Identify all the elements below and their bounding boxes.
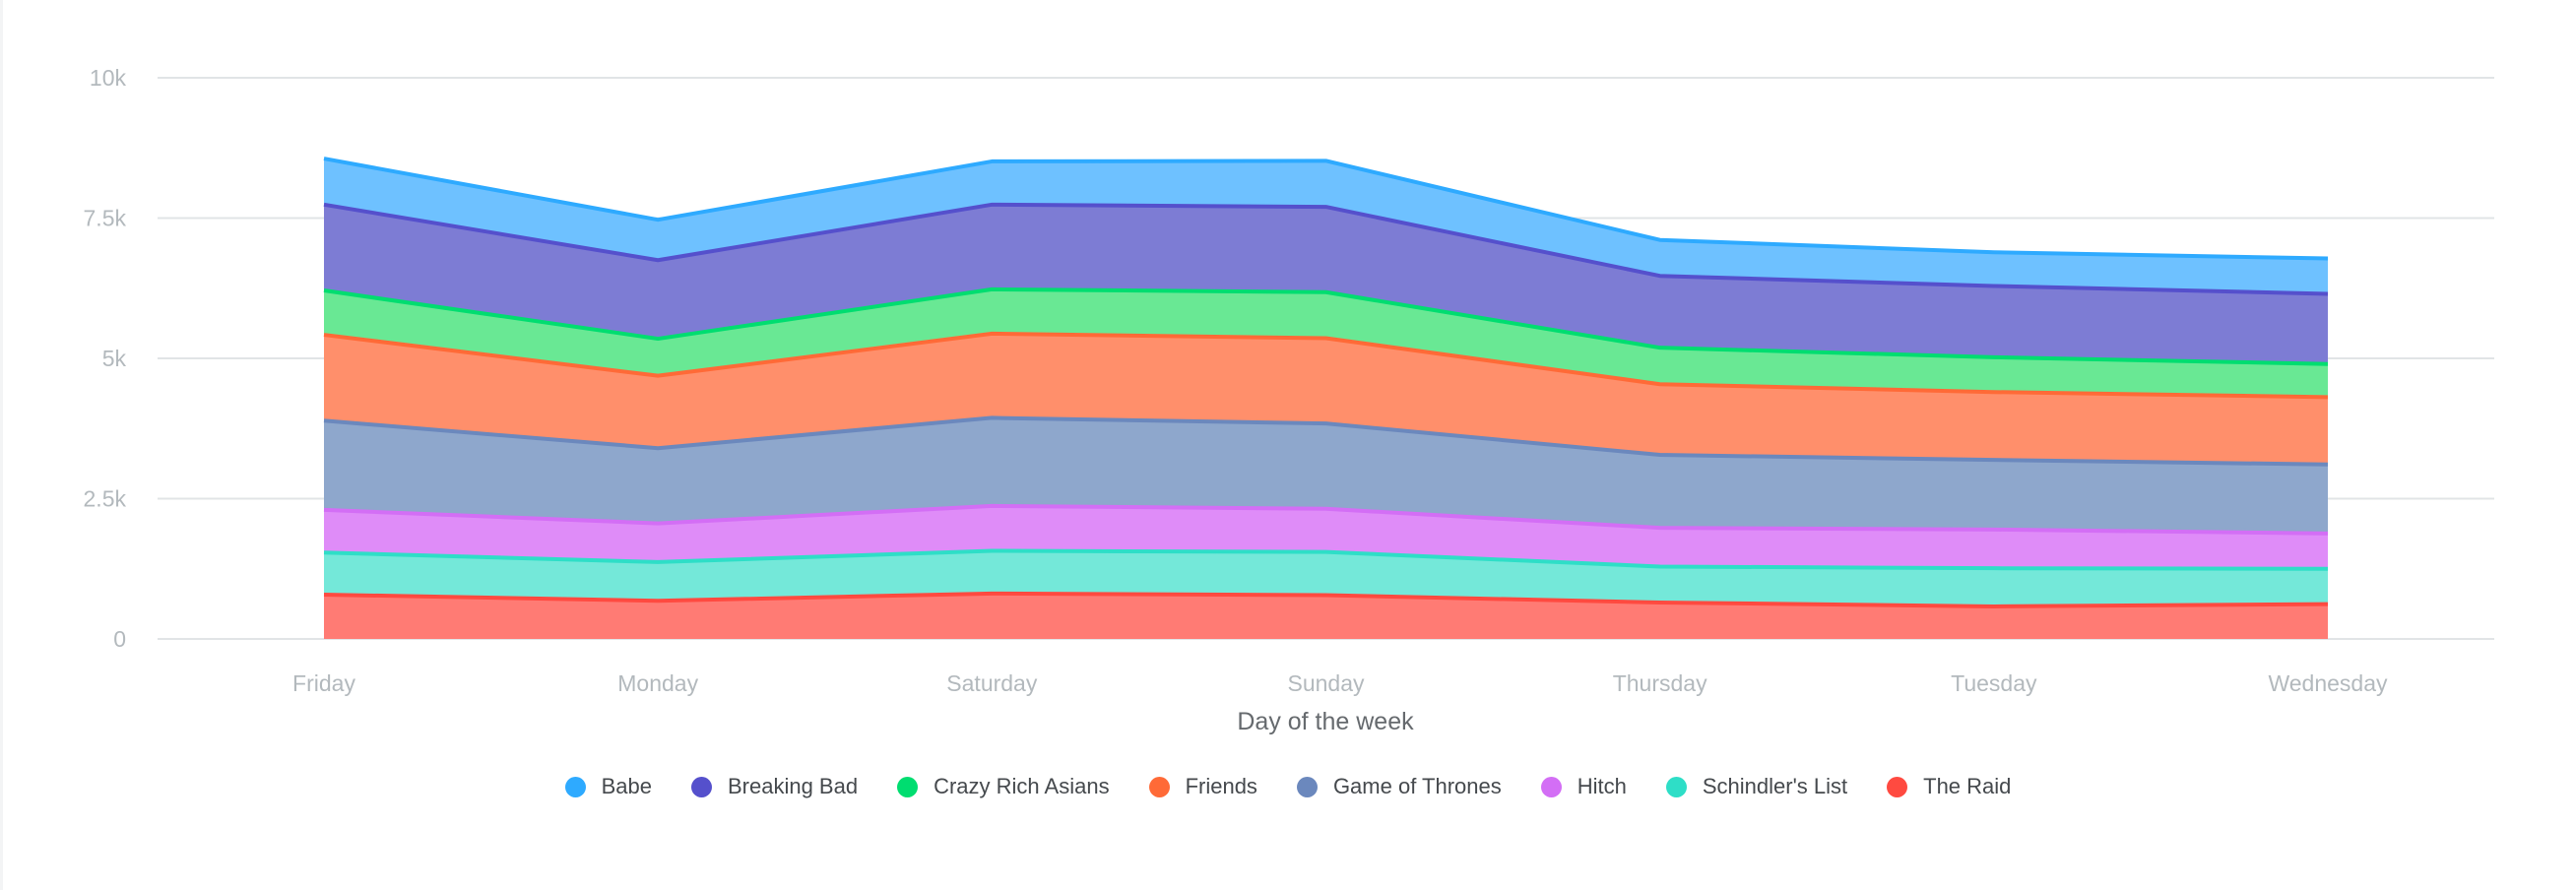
legend-label: Breaking Bad xyxy=(727,774,859,798)
x-tick-label: Wednesday xyxy=(2268,670,2388,696)
legend-dot-icon xyxy=(1148,776,1170,797)
y-tick-label: 7.5k xyxy=(84,206,127,231)
line-crazy-rich-asians xyxy=(323,286,2329,366)
legend-dot-icon xyxy=(1887,776,1908,797)
y-tick-label: 0 xyxy=(113,626,126,652)
legend-label: Schindler's List xyxy=(1702,774,1848,798)
line-schindler-s-list xyxy=(323,548,2329,571)
legend-dot-icon xyxy=(564,776,586,797)
line-breaking-bad xyxy=(323,202,2329,296)
y-tick-label: 2.5k xyxy=(84,486,127,512)
legend-label: Game of Thrones xyxy=(1332,774,1502,798)
legend-item[interactable]: Game of Thrones xyxy=(1296,774,1502,799)
legend-item[interactable]: Hitch xyxy=(1540,774,1627,799)
area-breaking-bad[interactable] xyxy=(324,204,2328,364)
legend-dot-icon xyxy=(1296,776,1318,797)
y-tick-label: 10k xyxy=(90,65,127,91)
legend-label: Babe xyxy=(601,774,652,798)
legend-item[interactable]: Babe xyxy=(564,774,652,799)
y-axis-ticks: 0 2.5k 5k 7.5k 10k xyxy=(84,65,127,652)
x-tick-label: Monday xyxy=(617,670,698,696)
area-hitch[interactable] xyxy=(324,505,2328,569)
legend-item[interactable]: Crazy Rich Asians xyxy=(897,774,1110,799)
legend-label: Hitch xyxy=(1577,774,1627,798)
legend-item[interactable]: Schindler's List xyxy=(1665,774,1848,799)
x-tick-label: Tuesday xyxy=(1951,670,2037,696)
line-game-of-thrones xyxy=(323,415,2329,467)
area-crazy-rich-asians[interactable] xyxy=(324,288,2328,398)
legend-label: Friends xyxy=(1185,774,1257,798)
x-axis-ticks: Friday Monday Saturday Sunday Thursday Tuesda… xyxy=(292,670,2388,696)
legend-dot-icon xyxy=(897,776,919,797)
x-tick-label: Saturday xyxy=(946,670,1038,696)
legend-item[interactable]: Breaking Bad xyxy=(690,774,859,799)
area-schindler-s-list[interactable] xyxy=(324,550,2328,606)
y-tick-label: 5k xyxy=(102,346,127,371)
legend-dot-icon xyxy=(1665,776,1687,797)
legend-label: The Raid xyxy=(1923,774,2012,798)
line-the-raid xyxy=(323,591,2329,608)
line-hitch xyxy=(323,503,2329,536)
x-axis-title: Day of the week xyxy=(1237,708,1414,735)
x-tick-label: Friday xyxy=(292,670,355,696)
legend-item[interactable]: The Raid xyxy=(1887,774,2011,799)
legend-item[interactable]: Friends xyxy=(1148,774,1257,799)
area-series xyxy=(323,157,2329,639)
line-friends xyxy=(323,331,2329,400)
x-tick-label: Thursday xyxy=(1613,670,1707,696)
legend-label: Crazy Rich Asians xyxy=(934,774,1110,798)
line-babe xyxy=(323,157,2329,261)
x-tick-label: Sunday xyxy=(1287,670,1365,696)
legend-dot-icon xyxy=(690,776,712,797)
legend: Babe Breaking Bad Crazy Rich Asians Friends… xyxy=(0,769,2576,804)
area-game-of-thrones[interactable] xyxy=(324,417,2328,534)
legend-dot-icon xyxy=(1540,776,1562,797)
